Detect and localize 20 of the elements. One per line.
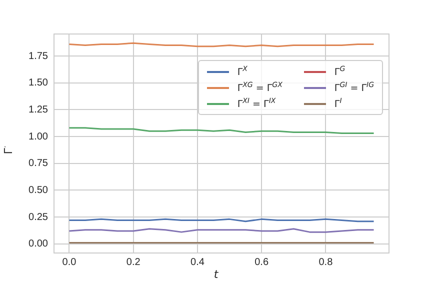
x-tick-label: 0.8 bbox=[318, 256, 334, 268]
y-tick-label: 0.75 bbox=[28, 158, 48, 170]
y-tick-label: 0.50 bbox=[28, 184, 48, 196]
y-tick-label: 1.75 bbox=[28, 50, 48, 62]
legend-label: Γ$^{I}$ bbox=[334, 97, 342, 110]
y-tick-label: 1.50 bbox=[28, 78, 48, 89]
x-tick-label: 0.4 bbox=[190, 256, 205, 268]
legend-label: Γ$^{G}$ bbox=[334, 65, 346, 78]
y-tick-label: 0.00 bbox=[28, 238, 48, 250]
x-tick-label: 0.6 bbox=[254, 256, 269, 268]
legend-label: Γ$^{XI}$ = Γ$^{IX}$ bbox=[237, 97, 276, 110]
x-tick-label: 0.0 bbox=[62, 256, 77, 268]
legend-label: Γ$^{X}$ bbox=[237, 65, 248, 78]
x-axis-title: t bbox=[212, 268, 220, 281]
y-tick-label: 1.00 bbox=[28, 131, 48, 142]
legend-label: Γ$^{XG}$ = Γ$^{GX}$ bbox=[237, 81, 282, 94]
y-tick-label: 1.25 bbox=[28, 104, 48, 116]
y-tick-label: 0.25 bbox=[28, 212, 48, 223]
x-tick-label: 0.2 bbox=[126, 256, 141, 268]
legend-label: Γ$^{GI}$ = Γ$^{IG}$ bbox=[334, 81, 374, 94]
